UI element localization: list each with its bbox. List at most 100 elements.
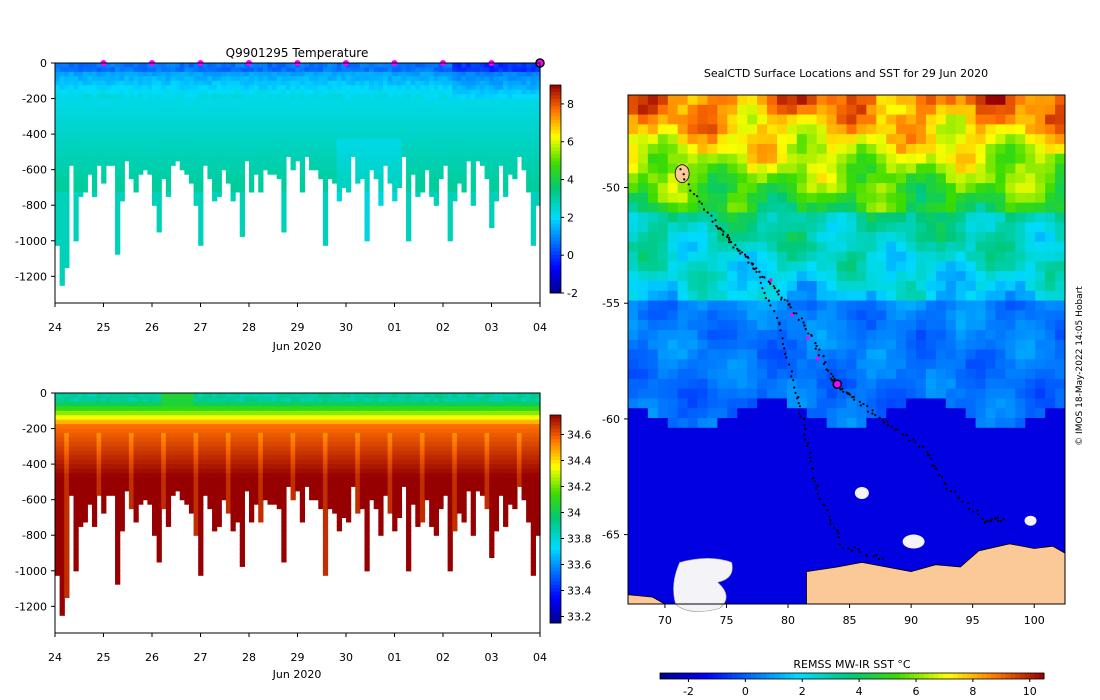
section-cell: [216, 415, 222, 421]
section-cell: [466, 125, 472, 131]
section-cell: [433, 178, 439, 184]
section-cell: [281, 116, 287, 122]
section-cell: [198, 530, 204, 536]
section-cell: [87, 446, 93, 452]
section-cell: [82, 464, 88, 470]
section-cell: [470, 89, 476, 95]
section-cell: [309, 455, 315, 461]
section-cell: [184, 160, 190, 166]
section-cell: [179, 428, 185, 434]
section-cell: [193, 477, 199, 483]
section-cell: [318, 143, 324, 149]
section-cell: [221, 151, 227, 157]
section-cell: [461, 183, 467, 189]
section-cell: [341, 410, 347, 416]
section-cell: [64, 111, 70, 117]
section-cell: [239, 205, 245, 211]
section-cell: [105, 85, 112, 91]
section-cell: [156, 513, 162, 519]
section-cell: [55, 165, 61, 171]
section-cell: [493, 143, 500, 149]
section-cell: [115, 397, 121, 403]
section-cell: [55, 67, 61, 73]
section-cell: [55, 85, 61, 91]
section-cell: [535, 151, 541, 157]
section-cell: [479, 120, 486, 126]
section-cell: [410, 94, 416, 100]
section-cell: [313, 67, 319, 73]
section-cell: [230, 473, 236, 479]
section-cell: [415, 98, 421, 104]
section-cell: [212, 455, 218, 461]
section-cell: [419, 187, 426, 193]
section-cell: [91, 80, 98, 86]
section-cell: [124, 107, 130, 113]
section-cell: [258, 459, 264, 465]
section-cell: [364, 223, 370, 229]
section-cell: [299, 129, 306, 135]
section-cell: [133, 481, 139, 487]
section-cell: [235, 508, 241, 514]
section-cell: [290, 129, 296, 135]
section-cell: [336, 165, 342, 171]
section-cell: [369, 134, 375, 140]
section-cell: [484, 98, 490, 104]
section-cell: [115, 116, 121, 122]
section-cell: [285, 410, 292, 416]
section-cell: [396, 85, 403, 91]
section-cell: [133, 103, 139, 109]
section-cell: [101, 116, 107, 122]
section-cell: [253, 490, 259, 496]
section-cell: [272, 120, 278, 126]
section-cell: [503, 67, 509, 73]
section-cell: [59, 231, 65, 237]
section-cell: [64, 263, 70, 269]
section-cell: [216, 508, 222, 514]
section-cell: [221, 160, 227, 166]
section-cell: [355, 477, 361, 483]
section-cell: [133, 397, 139, 403]
section-cell: [433, 138, 439, 144]
section-cell: [452, 103, 458, 109]
section-cell: [281, 76, 287, 82]
section-cell: [503, 111, 509, 117]
section-cell: [161, 111, 167, 117]
section-cell: [216, 71, 222, 77]
section-cell: [87, 71, 93, 77]
section-cell: [350, 129, 356, 135]
section-cell: [299, 410, 306, 416]
section-cell: [443, 111, 449, 117]
section-cell: [64, 499, 70, 505]
section-cell: [239, 111, 245, 117]
section-cell: [216, 151, 222, 157]
section-cell: [313, 151, 319, 157]
section-cell: [512, 89, 518, 95]
section-cell: [101, 89, 107, 95]
section-cell: [272, 71, 278, 77]
section-cell: [369, 116, 375, 122]
colorbar-tick-label: 6: [567, 136, 574, 149]
section-cell: [142, 428, 148, 434]
section-cell: [327, 63, 333, 69]
section-cell: [267, 116, 273, 122]
section-cell: [355, 160, 361, 166]
section-cell: [341, 450, 347, 456]
section-cell: [156, 160, 162, 166]
section-cell: [313, 486, 319, 492]
section-cell: [290, 98, 296, 104]
section-cell: [59, 183, 65, 189]
section-cell: [221, 393, 227, 399]
section-cell: [55, 200, 61, 206]
section-cell: [138, 169, 144, 175]
section-cell: [253, 499, 259, 505]
section-cell: [258, 455, 264, 461]
section-cell: [216, 481, 222, 487]
section-cell: [202, 468, 209, 474]
section-cell: [355, 433, 361, 439]
section-cell: [82, 165, 88, 171]
section-cell: [276, 111, 282, 117]
section-cell: [128, 419, 135, 425]
section-cell: [128, 410, 135, 416]
section-cell: [281, 103, 287, 109]
section-cell: [313, 156, 319, 162]
